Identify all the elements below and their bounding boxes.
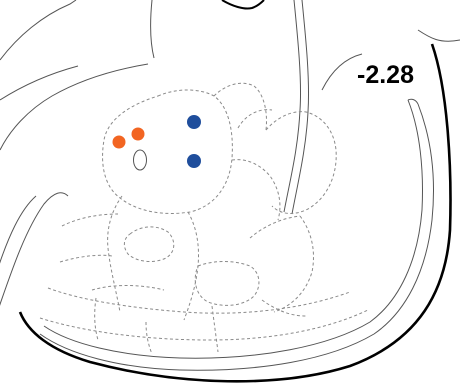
- nucleus-boundary: [102, 89, 233, 214]
- region-outlines: [0, 0, 460, 371]
- small-oval-structure: [133, 149, 147, 171]
- top-arc: [221, 0, 265, 10]
- marker-orange-2: [131, 127, 145, 141]
- outer-boundary: [18, 43, 452, 383]
- section-coordinate-label: -2.28: [357, 61, 414, 89]
- marker-blue-2: [187, 154, 201, 168]
- injection-markers: [112, 115, 201, 168]
- marker-orange-1: [112, 135, 126, 149]
- marker-blue-1: [187, 115, 201, 129]
- subregion-boundaries: [39, 82, 369, 355]
